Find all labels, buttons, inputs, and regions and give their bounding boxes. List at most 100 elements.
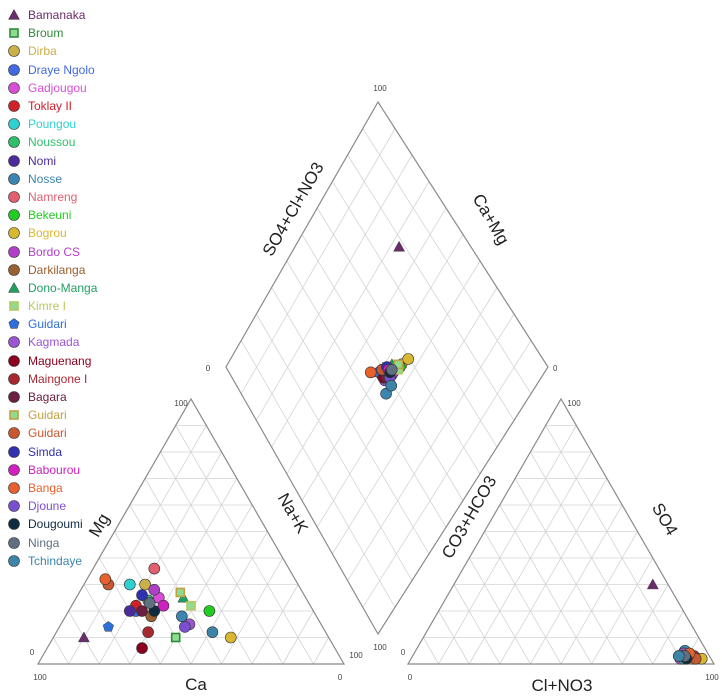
anion-grid-a (422, 637, 439, 665)
cation-point (124, 605, 136, 617)
legend-label: Bekeuni (28, 208, 72, 223)
legend-marker-icon (8, 209, 20, 221)
legend-item: Banga (6, 479, 156, 497)
legend-marker-icon (8, 336, 20, 349)
legend-item: Guidari (6, 424, 156, 442)
legend-label: Gadjougou (28, 80, 87, 95)
legend-item: Bamanaka (6, 6, 156, 24)
legend-item: Babourou (6, 461, 156, 479)
cation-point (170, 632, 181, 643)
legend-marker-icon (8, 245, 20, 258)
legend-label: Bordo CS (28, 244, 81, 259)
legend-label: Nosse (28, 171, 63, 186)
cation-point (175, 587, 186, 598)
legend-marker (8, 445, 20, 458)
cation-point (206, 626, 219, 639)
legend-label: Nomi (28, 153, 57, 168)
legend-marker-icon (9, 28, 19, 39)
legend-marker (8, 100, 20, 112)
diamond-tick-bottom: 100 (373, 643, 387, 652)
legend-item: Dirba (6, 42, 156, 60)
anion-tick-right-top: 100 (567, 399, 581, 408)
legend-label: Tchindaye (28, 553, 83, 568)
legend-marker-icon (8, 536, 20, 549)
legend-marker (8, 427, 20, 440)
legend-label: Guidari (28, 317, 67, 332)
legend-marker (8, 172, 20, 185)
cation-point (77, 631, 90, 643)
legend-item: Bogrou (6, 224, 156, 242)
legend-marker (8, 373, 20, 385)
cation-point (136, 605, 148, 617)
legend-label: Banga (28, 480, 63, 495)
legend-item: Gadjougou (6, 79, 156, 97)
legend-item: Toklay II (6, 97, 156, 115)
legend-marker (8, 518, 20, 531)
legend-marker-icon (8, 263, 20, 276)
legend-marker-icon (8, 445, 20, 458)
legend-item: Poungou (6, 115, 156, 133)
cation-grid-a (160, 451, 284, 665)
diamond-point (385, 363, 398, 376)
legend-marker-icon (8, 172, 20, 185)
legend-marker (8, 118, 20, 131)
legend-marker-icon (8, 100, 20, 112)
legend-item: Kagmada (6, 333, 156, 351)
data-points (77, 240, 708, 665)
diamond-point (393, 359, 404, 370)
cation-point (148, 562, 161, 575)
cation-grid-a (52, 637, 69, 665)
legend-label: Djoune (28, 499, 67, 514)
anion-tick-bottom-left: 0 (408, 673, 413, 682)
cation-tick-bottom-right: 0 (338, 673, 343, 682)
anion-left-title: CO3+HCO3 (438, 473, 501, 562)
cation-triangle (36, 397, 346, 665)
legend-marker-icon (8, 191, 20, 203)
legend-marker (9, 410, 19, 421)
diamond-tick-top: 100 (373, 84, 387, 93)
legend-marker (8, 391, 20, 403)
legend-marker (8, 536, 20, 549)
legend-marker-icon (8, 82, 20, 94)
legend-item: Kimre I (6, 297, 156, 315)
legend-marker-icon (8, 154, 20, 167)
anion-point (673, 650, 685, 662)
legend-marker-icon (8, 482, 20, 494)
legend-item: Bekeuni (6, 206, 156, 224)
legend-marker (8, 482, 20, 494)
legend-marker (8, 209, 20, 221)
cation-point (136, 642, 148, 654)
anion-grid-a (453, 584, 501, 665)
cation-tick-right-bottom: 100 (349, 651, 363, 660)
cation-grid-b (251, 584, 299, 665)
diamond-point (364, 366, 377, 379)
anion-grid-a (484, 531, 562, 665)
legend-item: Dougoumi (6, 515, 156, 533)
cation-grid-b (190, 531, 268, 665)
cation-point (203, 605, 216, 617)
cation-right-title: Na+K (274, 490, 312, 537)
cation-grid-b (313, 637, 330, 665)
legend: Bamanaka Broum Dirba Draye Ngolo Gadjougou To… (6, 6, 156, 570)
legend-marker (8, 191, 20, 203)
anion-grid-a (468, 557, 531, 665)
legend-item: Nosse (6, 170, 156, 188)
cation-tick-left-bottom: 0 (30, 648, 35, 657)
anion-tick-left-bottom: 0 (401, 648, 406, 657)
cation-point (186, 600, 196, 611)
diamond-grid-a (332, 181, 498, 448)
legend-marker (8, 554, 20, 567)
anion-triangle (406, 397, 716, 665)
diamond-grid-b (332, 287, 498, 555)
legend-marker-icon (8, 45, 20, 58)
diamond-grid-a (347, 154, 515, 421)
diamond-tick-right: 0 (553, 364, 558, 373)
legend-marker (8, 45, 20, 58)
anion-grid-a (545, 425, 684, 665)
legend-label: Darkilanga (28, 262, 86, 277)
cation-point (99, 573, 112, 586)
anion-right-title: SO4 (648, 500, 681, 539)
legend-marker (8, 463, 20, 476)
legend-marker (8, 82, 20, 94)
